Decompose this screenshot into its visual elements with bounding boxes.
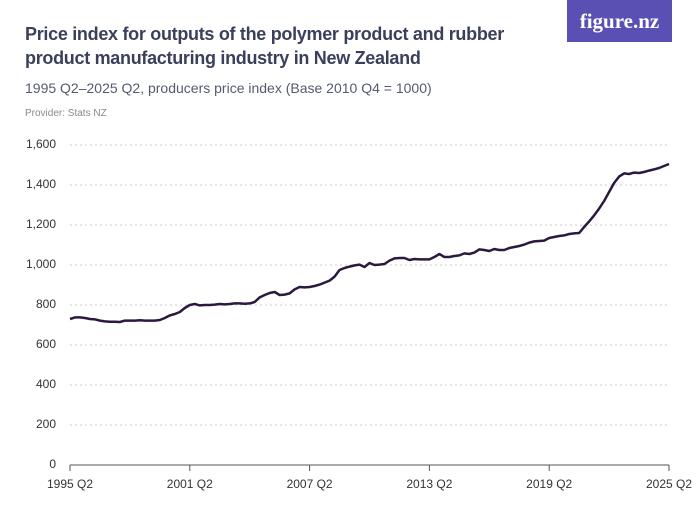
y-tick-label: 1,600 xyxy=(26,137,56,151)
provider: Provider: Stats NZ xyxy=(25,108,107,119)
x-tick-label: 2019 Q2 xyxy=(526,477,572,491)
y-tick-label: 200 xyxy=(36,417,56,431)
chart-title: Price index for outputs of the polymer p… xyxy=(25,24,504,68)
x-tick-label: 2013 Q2 xyxy=(406,477,452,491)
x-tick-label: 2007 Q2 xyxy=(287,477,333,491)
y-tick-label: 800 xyxy=(36,297,56,311)
x-tick-label: 1995 Q2 xyxy=(47,477,93,491)
chart-subtitle: 1995 Q2–2025 Q2, producers price index (… xyxy=(25,80,432,96)
logo[interactable]: figure.nz xyxy=(567,0,672,42)
y-tick-label: 1,400 xyxy=(26,177,56,191)
y-tick-label: 1,200 xyxy=(26,217,56,231)
y-tick-label: 1,000 xyxy=(26,257,56,271)
line xyxy=(69,162,670,324)
x-tick-label: 2025 Q2 xyxy=(646,477,692,491)
y-tick-label: 0 xyxy=(49,457,56,471)
y-tick-label: 400 xyxy=(36,377,56,391)
x-tick-label: 2001 Q2 xyxy=(167,477,213,491)
y-tick-label: 600 xyxy=(36,337,56,351)
